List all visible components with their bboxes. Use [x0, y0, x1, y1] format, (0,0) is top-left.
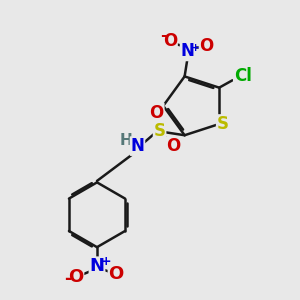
Text: +: +: [101, 255, 112, 268]
Text: +: +: [191, 43, 200, 53]
Text: -: -: [160, 28, 167, 43]
Text: -: -: [64, 270, 71, 288]
Text: O: O: [109, 265, 124, 283]
Text: O: O: [68, 268, 83, 286]
Text: N: N: [130, 137, 144, 155]
Text: H: H: [120, 133, 133, 148]
Text: O: O: [200, 37, 214, 55]
Text: S: S: [217, 115, 229, 133]
Text: O: O: [163, 32, 177, 50]
Text: O: O: [166, 137, 180, 155]
Text: N: N: [89, 257, 104, 275]
Text: N: N: [181, 42, 194, 60]
Text: Cl: Cl: [234, 67, 252, 85]
Text: O: O: [149, 103, 164, 122]
Text: S: S: [154, 122, 166, 140]
